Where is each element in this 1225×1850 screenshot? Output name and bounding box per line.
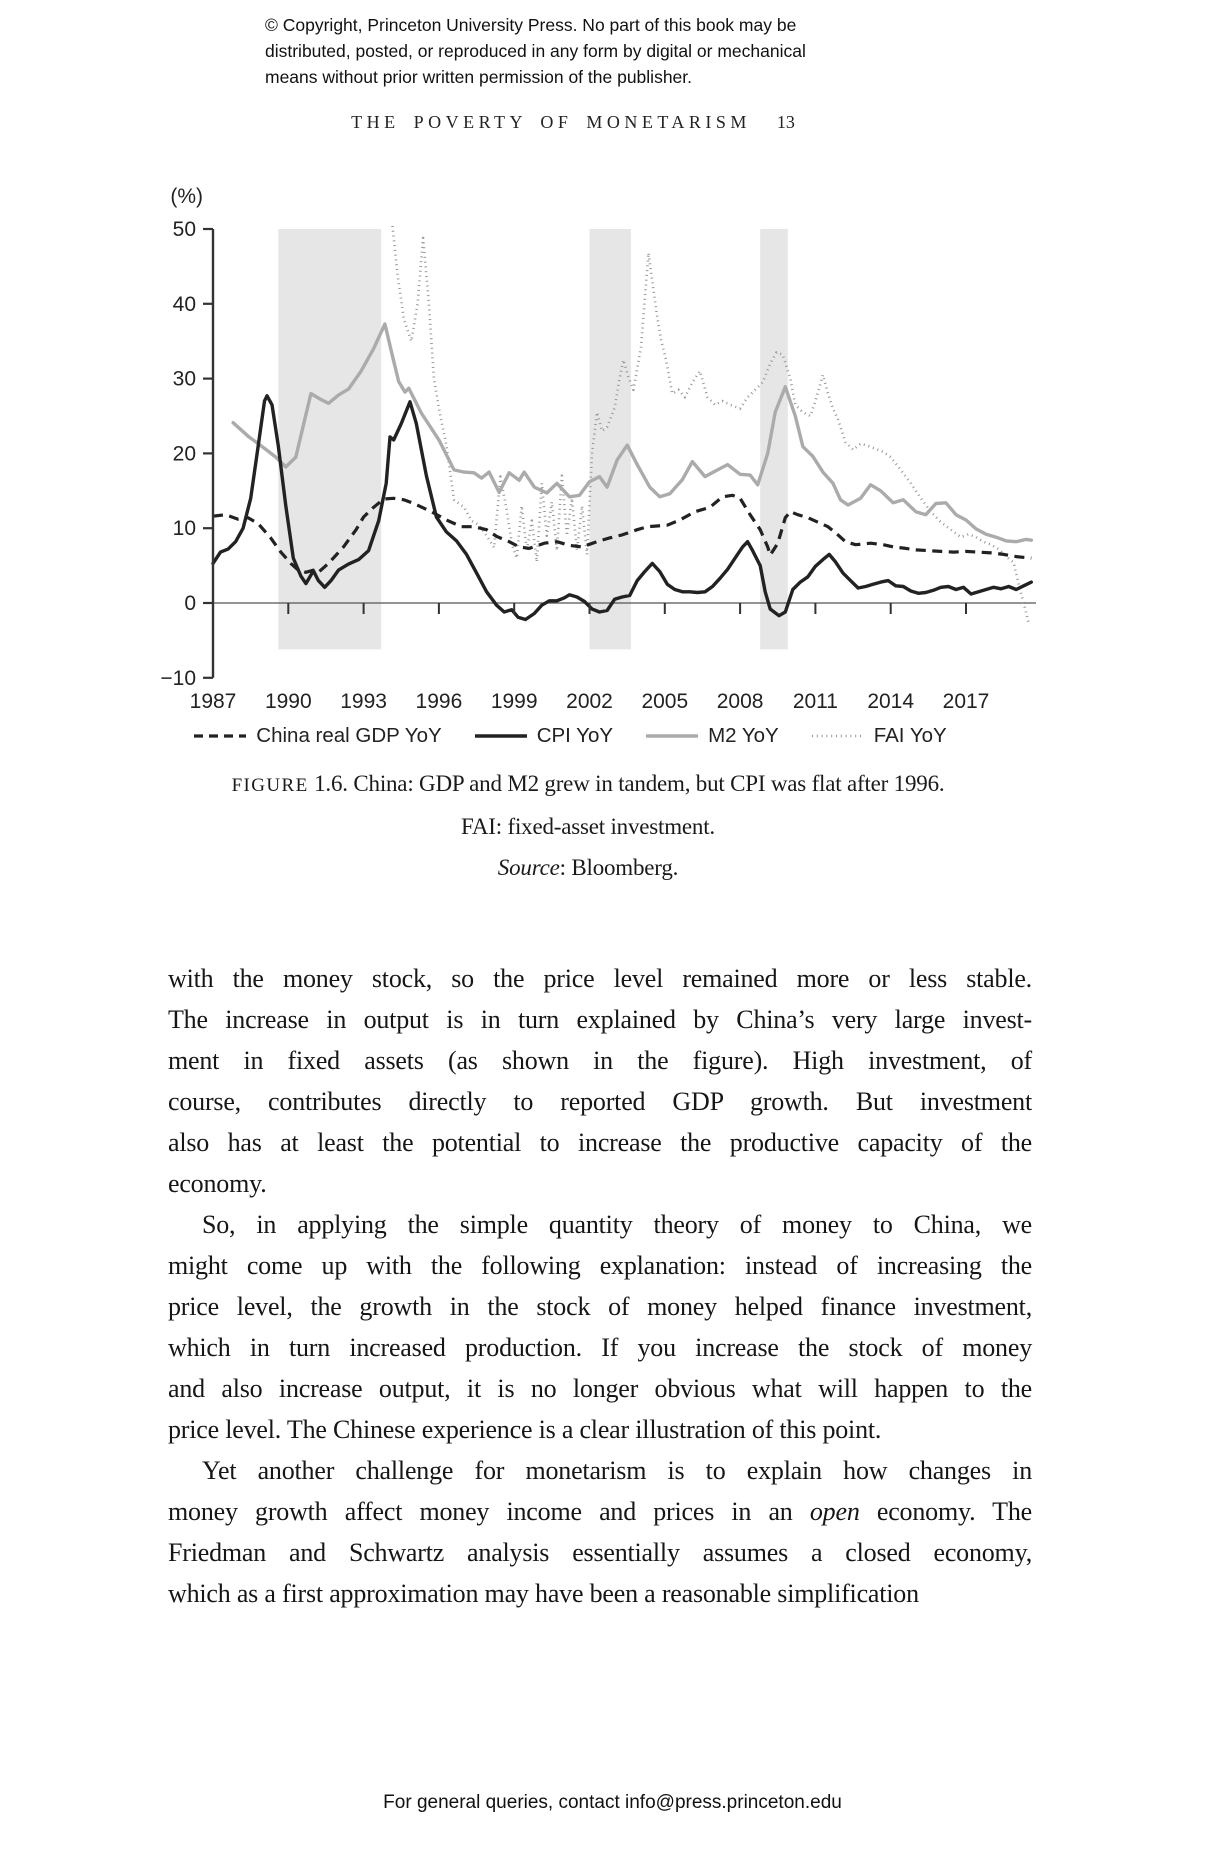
dashed-black-line-sample (194, 734, 247, 738)
y-tick-label: 10 (173, 517, 196, 540)
body-line: which in turn increased production. If y… (168, 1333, 1032, 1362)
y-tick-label: 50 (173, 218, 196, 241)
body-line: course, contributes directly to reported… (168, 1087, 1032, 1116)
body-line: The increase in output is in turn explai… (168, 1005, 1032, 1034)
body-line: So, in applying the simple quantity theo… (202, 1210, 1032, 1239)
x-tick-label: 1999 (491, 690, 538, 713)
legend-item: FAI YoY (811, 724, 947, 748)
x-tick-label: 2008 (717, 690, 764, 713)
y-tick-label: 30 (173, 368, 196, 391)
body-line: money growth affect money income and pri… (168, 1497, 1032, 1526)
copyright-line: distributed, posted, or reproduced in an… (265, 41, 806, 61)
legend-item: M2 YoY (645, 724, 779, 748)
figure-label: FIGURE (231, 775, 309, 796)
x-tick-label: 2005 (641, 690, 688, 713)
figure-1-6-chart: 50 40 30 20 10 0 −10 (%) 1987 1990 1993 1996 1999 200… (0, 150, 1225, 775)
y-tick-label: 0 (184, 592, 196, 615)
body-line: ment in fixed assets (as shown in the fi… (168, 1046, 1032, 1075)
x-tick-label: 1993 (340, 690, 387, 713)
copyright-notice: © Copyright, Princeton University Press.… (265, 12, 845, 90)
body-line: which as a first approximation may have … (168, 1579, 919, 1608)
copyright-line: means without prior written permission o… (265, 67, 693, 87)
caption-line-1: FIGURE 1.6. China: GDP and M2 grew in ta… (155, 763, 1021, 806)
x-tick-label: 1996 (416, 690, 463, 713)
body-line: Yet another challenge for monetarism is … (202, 1456, 1032, 1485)
series-solid-gray (231, 322, 1033, 544)
body-line: price level. The Chinese experience is a… (168, 1415, 882, 1444)
series-dotted-gray (391, 225, 1031, 625)
shaded-band (760, 229, 788, 650)
running-head: THE POVERTY OF MONETARISM 13 (173, 112, 973, 133)
caption-text: 1.6. China: GDP and M2 grew in tandem, b… (308, 771, 945, 796)
page-number: 13 (776, 112, 795, 132)
solid-black-line-sample (474, 734, 527, 738)
y-axis-unit-label: (%) (170, 185, 203, 208)
y-tick-label: 40 (173, 293, 196, 316)
x-tick-label: 2002 (566, 690, 613, 713)
body-line: Friedman and Schwartz analysis essential… (168, 1538, 1032, 1567)
shaded-band (278, 229, 382, 650)
line-chart-canvas: 50 40 30 20 10 0 −10 (%) 1987 1990 1993 1996 1999 200… (160, 185, 1036, 713)
x-tick-label: 1987 (190, 690, 237, 713)
dotted-gray-line-sample (811, 734, 864, 738)
x-tick-label: 2017 (943, 690, 990, 713)
body-line: and also increase output, it is no longe… (168, 1374, 1032, 1403)
chart-legend: China real GDP YoY CPI YoY M2 YoY FAI YoY (170, 724, 970, 748)
body-line: might come up with the following explana… (168, 1251, 1032, 1280)
running-head-title: THE POVERTY OF MONETARISM (351, 112, 751, 132)
series-solid-black (211, 394, 1033, 622)
x-tick-label: 1990 (265, 690, 312, 713)
legend-label: FAI YoY (873, 724, 947, 747)
legend-label: CPI YoY (536, 724, 614, 747)
source-text: : Bloomberg. (559, 855, 679, 880)
legend-item: CPI YoY (474, 724, 613, 748)
source-label: Source (497, 855, 560, 880)
x-tick-label: 2014 (867, 690, 914, 713)
body-line: economy. (168, 1169, 267, 1198)
y-tick-label: 20 (173, 442, 196, 465)
footer-contact: For general queries, contact info@press.… (383, 1792, 842, 1813)
body-text: with the money stock, so the price level… (168, 958, 1032, 1614)
legend-label: China real GDP YoY (256, 724, 442, 747)
y-tick-label: −10 (160, 667, 196, 690)
caption-line-2: FAI: fixed-asset investment. (461, 814, 715, 839)
body-line: price level, the growth in the stock of … (168, 1292, 1032, 1321)
body-line: also has at least the potential to incre… (168, 1128, 1032, 1157)
legend-item: China real GDP YoY (193, 724, 442, 748)
solid-gray-line-sample (646, 734, 699, 738)
copyright-line: © Copyright, Princeton University Press.… (265, 15, 797, 35)
italic-text: open (809, 1497, 860, 1526)
caption-line-3: Source: Bloomberg. (155, 847, 1021, 888)
shaded-band (589, 229, 631, 650)
body-line: with the money stock, so the price level… (168, 964, 1032, 993)
x-tick-label: 2011 (793, 690, 838, 713)
legend-label: M2 YoY (708, 724, 779, 747)
figure-caption: FIGURE 1.6. China: GDP and M2 grew in ta… (155, 763, 1021, 888)
